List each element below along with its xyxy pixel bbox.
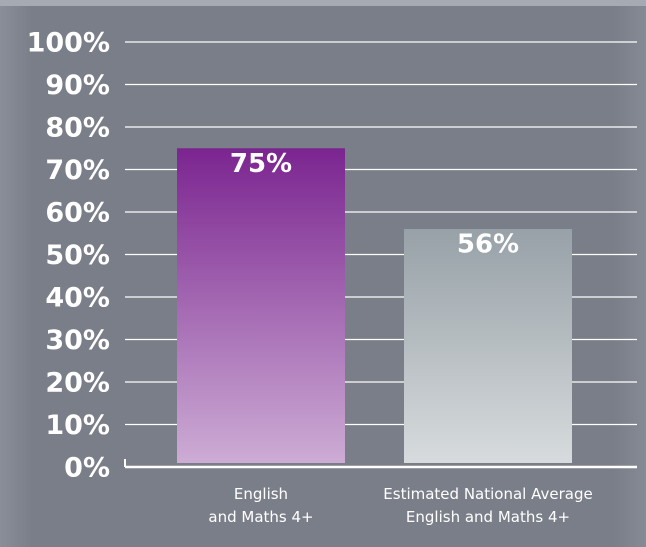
y-tick-label: 50%	[45, 240, 110, 271]
x-tick-label: Estimated National Average English and M…	[383, 485, 593, 526]
bar-sheen	[404, 229, 572, 463]
value-label: 56%	[457, 230, 519, 260]
y-tick-label: 40%	[45, 283, 110, 314]
y-tick-label: 60%	[45, 198, 110, 229]
y-tick-label: 80%	[45, 113, 110, 144]
y-tick-label: 20%	[45, 368, 110, 399]
y-tick-label: 0%	[64, 453, 110, 484]
y-tick-label: 30%	[45, 325, 110, 356]
x-tick-label: English and Maths 4+	[208, 485, 314, 526]
y-tick-label: 70%	[45, 155, 110, 186]
value-label: 75%	[230, 149, 292, 179]
y-tick-label: 90%	[45, 70, 110, 101]
y-tick-label: 100%	[27, 28, 110, 59]
y-tick-label: 10%	[45, 410, 110, 441]
bar-sheen	[177, 148, 345, 463]
top-band	[0, 0, 646, 6]
